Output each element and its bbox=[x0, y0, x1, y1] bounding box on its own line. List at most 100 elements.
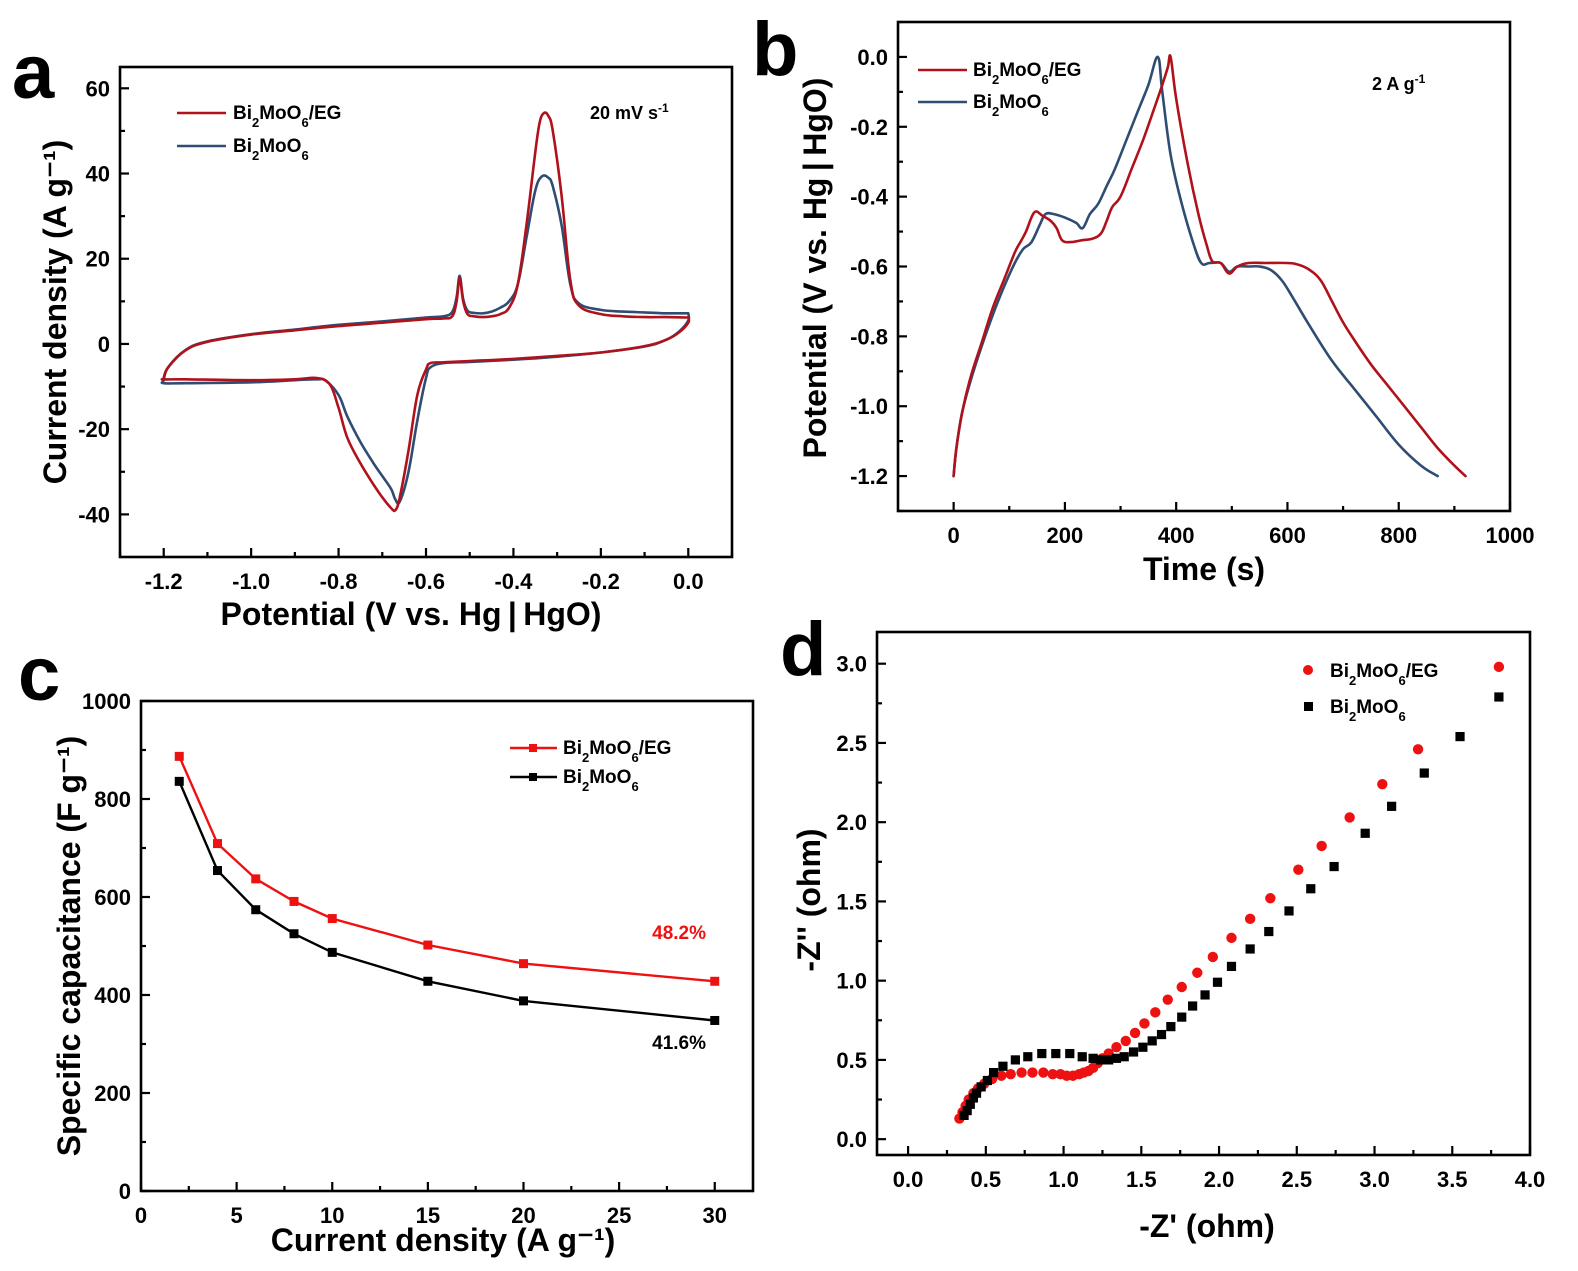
x-tick-label: 5 bbox=[231, 1203, 243, 1228]
data-point-bi2moo6-eg bbox=[1176, 981, 1187, 993]
y-tick-label: 600 bbox=[94, 885, 131, 910]
series-line-bi2moo6 bbox=[178, 780, 715, 1022]
series-line-bi2moo6-eg bbox=[952, 54, 1467, 478]
data-point-bi2moo6 bbox=[1177, 1012, 1187, 1022]
x-tick-label: -1.0 bbox=[232, 569, 270, 594]
data-point-bi2moo6 bbox=[1419, 768, 1429, 778]
data-point-bi2moo6 bbox=[1455, 732, 1465, 742]
x-tick-label: 0.0 bbox=[673, 569, 704, 594]
x-axis-ticks: 0 5 10 15 20 25 30 bbox=[135, 1182, 727, 1228]
legend: Bi2MoO6/EG Bi2MoO6 bbox=[510, 738, 671, 794]
data-point-bi2moo6 bbox=[174, 776, 184, 786]
y-tick-label: -0.4 bbox=[850, 185, 889, 210]
y-axis-title: Specific capacitance (F g⁻¹) bbox=[51, 736, 87, 1157]
data-point-bi2moo6 bbox=[982, 1075, 992, 1086]
data-point-bi2moo6 bbox=[1051, 1048, 1061, 1059]
y-tick-label: 1.0 bbox=[836, 969, 867, 994]
data-point-bi2moo6-eg bbox=[251, 874, 261, 884]
x-tick-label: 1.5 bbox=[1126, 1167, 1157, 1192]
series-line-bi2moo6 bbox=[160, 174, 691, 506]
y-tick-label: -1.2 bbox=[850, 464, 888, 489]
x-tick-label: 2.5 bbox=[1281, 1167, 1312, 1192]
plot-frame bbox=[139, 699, 755, 1193]
y-tick-label: 400 bbox=[94, 983, 131, 1008]
panel-label-b: b bbox=[752, 7, 798, 92]
y-axis-ticks: -1.2 -1.0 -0.8 -0.6 -0.4 -0.2 0.0 bbox=[850, 20, 907, 513]
data-point-bi2moo6 bbox=[710, 1015, 720, 1025]
x-tick-label: 600 bbox=[1269, 523, 1306, 548]
data-point-bi2moo6-eg bbox=[1120, 1035, 1131, 1047]
y-axis-ticks: -40 -20 0 20 40 60 bbox=[78, 76, 129, 527]
legend: Bi2MoO6/EG Bi2MoO6 bbox=[918, 60, 1081, 119]
cv-curves bbox=[160, 111, 691, 513]
data-point-bi2moo6-eg bbox=[1139, 1018, 1150, 1029]
data-point-bi2moo6-eg bbox=[1027, 1067, 1038, 1078]
y-tick-label: 0.5 bbox=[836, 1048, 867, 1073]
x-tick-label: 0 bbox=[948, 523, 960, 548]
legend: Bi2MoO6/EG Bi2MoO6 bbox=[1303, 661, 1438, 724]
panel-b-gcd-chart: b 0 200 400 600 800 1000 -1.2 -1.0 -0.8 -0.6 -0.4… bbox=[752, 7, 1534, 587]
y-tick-label: 1.5 bbox=[836, 889, 867, 914]
data-point-bi2moo6 bbox=[971, 1088, 982, 1098]
data-point-bi2moo6 bbox=[1188, 1001, 1198, 1011]
x-axis-title: Potential (V vs. Hg | HgO) bbox=[221, 596, 602, 632]
data-point-bi2moo6 bbox=[1077, 1052, 1087, 1062]
legend: Bi2MoO6/EG Bi2MoO6 bbox=[177, 103, 341, 163]
legend-label-bi2moo6-eg: Bi2MoO6/EG bbox=[233, 103, 341, 130]
legend-marker-bi2moo6-eg bbox=[1303, 665, 1313, 675]
data-point-bi2moo6-eg bbox=[710, 976, 720, 986]
y-tick-label: 0 bbox=[119, 1179, 131, 1204]
data-point-bi2moo6-eg bbox=[1293, 864, 1304, 875]
data-point-bi2moo6 bbox=[1096, 1055, 1106, 1065]
x-tick-label: 1000 bbox=[1486, 523, 1535, 548]
data-point-bi2moo6 bbox=[1284, 906, 1294, 916]
y-tick-label: -0.6 bbox=[850, 255, 888, 280]
x-tick-label: 0.5 bbox=[971, 1167, 1002, 1192]
y-tick-label: 0 bbox=[98, 332, 110, 357]
data-point-bi2moo6 bbox=[1245, 944, 1255, 954]
plot-frame bbox=[875, 630, 1532, 1157]
x-axis-ticks: 0 200 400 600 800 1000 bbox=[948, 502, 1535, 548]
legend-label-bi2moo6-eg: Bi2MoO6/EG bbox=[973, 60, 1081, 87]
x-tick-label: 200 bbox=[1047, 523, 1084, 548]
data-point-bi2moo6 bbox=[289, 929, 299, 939]
y-tick-label: 40 bbox=[86, 162, 110, 187]
gcd-curves bbox=[952, 54, 1467, 478]
y-tick-label: 3.0 bbox=[836, 652, 867, 677]
x-tick-label: -1.2 bbox=[145, 569, 183, 594]
data-point-bi2moo6 bbox=[1104, 1055, 1114, 1065]
eis-points bbox=[954, 661, 1505, 1124]
x-tick-label: -0.4 bbox=[494, 569, 533, 594]
data-point-bi2moo6 bbox=[976, 1082, 986, 1092]
data-point-bi2moo6-eg bbox=[1207, 951, 1219, 963]
y-tick-label: -40 bbox=[78, 502, 110, 527]
legend-label-bi2moo6: Bi2MoO6 bbox=[973, 92, 1049, 119]
data-point-bi2moo6-eg bbox=[1226, 932, 1237, 944]
data-point-bi2moo6-eg bbox=[1038, 1067, 1049, 1078]
data-point-bi2moo6-eg bbox=[1111, 1042, 1122, 1053]
y-tick-label: 2.5 bbox=[836, 731, 867, 756]
data-point-bi2moo6 bbox=[1119, 1052, 1129, 1062]
data-point-bi2moo6 bbox=[1329, 861, 1339, 872]
x-tick-label: 15 bbox=[416, 1203, 440, 1228]
y-tick-label: 800 bbox=[94, 787, 131, 812]
panel-label-a: a bbox=[12, 30, 55, 115]
legend-marker-bi2moo6 bbox=[1304, 702, 1313, 711]
y-tick-label: 1000 bbox=[82, 689, 131, 714]
data-point-bi2moo6-eg bbox=[1162, 994, 1173, 1005]
legend-label-bi2moo6-eg: Bi2MoO6/EG bbox=[1330, 661, 1438, 688]
data-point-bi2moo6 bbox=[1156, 1029, 1167, 1040]
data-point-bi2moo6-eg bbox=[1265, 893, 1276, 904]
panel-label-d: d bbox=[780, 607, 826, 692]
data-point-bi2moo6-eg bbox=[1005, 1068, 1016, 1080]
x-axis-title: -Z' (ohm) bbox=[1139, 1208, 1275, 1244]
series-line-bi2moo6-eg bbox=[160, 111, 691, 513]
y-axis-title: Potential (V vs. Hg | HgO) bbox=[797, 78, 833, 459]
data-point-bi2moo6 bbox=[327, 947, 337, 957]
data-point-bi2moo6 bbox=[1147, 1036, 1157, 1046]
x-tick-label: -0.6 bbox=[407, 569, 445, 594]
x-tick-label: 30 bbox=[703, 1203, 727, 1228]
data-point-bi2moo6-eg bbox=[289, 896, 299, 906]
panel-c-rate-chart: c 0 5 10 15 20 25 30 0 200 400 600 800 1000 Current… bbox=[18, 632, 755, 1258]
